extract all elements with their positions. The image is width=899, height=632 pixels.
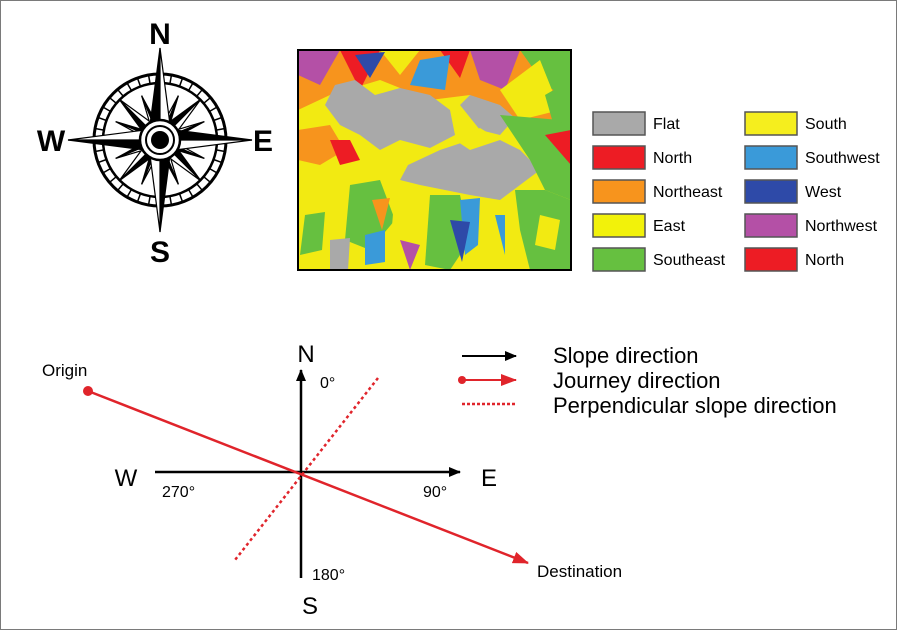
compass-rose-icon [67, 47, 253, 233]
degree-north-label: 0° [320, 375, 335, 392]
legend-label-north: North [805, 252, 844, 269]
legend-label-east: East [653, 218, 686, 235]
key-journey-dot-icon [458, 376, 466, 384]
destination-label: Destination [537, 562, 622, 581]
aspect-legend: Flat North Northeast East Southeast South Sout… [592, 111, 880, 272]
legend-swatch-southeast [592, 247, 646, 272]
legend-swatch-north [592, 145, 646, 170]
legend-label-south: South [805, 116, 847, 133]
legend-label-southeast: Southeast [653, 252, 726, 269]
aspect-map-image [298, 50, 571, 270]
axis-south-label: S [302, 593, 318, 620]
aspect-map-border [297, 49, 572, 271]
legend-label-flat: Flat [653, 116, 680, 133]
origin-point [83, 386, 93, 396]
key-slope-direction-label: Slope direction [553, 343, 699, 368]
legend-swatch-east [592, 213, 646, 238]
compass-east-label: E [253, 125, 273, 158]
legend-swatch-northeast [592, 179, 646, 204]
legend-label-west: West [805, 184, 842, 201]
direction-axes [155, 369, 461, 578]
degree-west-label: 270° [162, 484, 195, 501]
axis-north-label: N [297, 341, 314, 368]
compass-west-label: W [37, 125, 66, 158]
journey-direction-arrow [87, 389, 529, 565]
key-journey-direction-label: Journey direction [553, 368, 721, 393]
compass-north-label: N [149, 18, 171, 51]
legend-label-northwest: Northwest [805, 218, 878, 235]
degree-east-label: 90° [423, 484, 447, 501]
direction-key: Slope direction Journey direction Perpen… [458, 343, 837, 418]
perpendicular-slope-line [234, 377, 379, 561]
axis-east-label: E [481, 465, 497, 492]
compass-south-label: S [150, 236, 170, 269]
legend-label-northeast: Northeast [653, 184, 723, 201]
legend-swatch-south [744, 111, 798, 136]
legend-label-north: North [653, 150, 692, 167]
legend-swatch-west [744, 179, 798, 204]
legend-label-southwest: Southwest [805, 150, 880, 167]
legend-swatch-north [744, 247, 798, 272]
degree-south-label: 180° [312, 567, 345, 584]
legend-swatch-northwest [744, 213, 798, 238]
legend-swatch-southwest [744, 145, 798, 170]
origin-label: Origin [42, 361, 87, 380]
axis-west-label: W [115, 465, 138, 492]
legend-swatch-flat [592, 111, 646, 136]
key-perpendicular-label: Perpendicular slope direction [553, 393, 837, 418]
